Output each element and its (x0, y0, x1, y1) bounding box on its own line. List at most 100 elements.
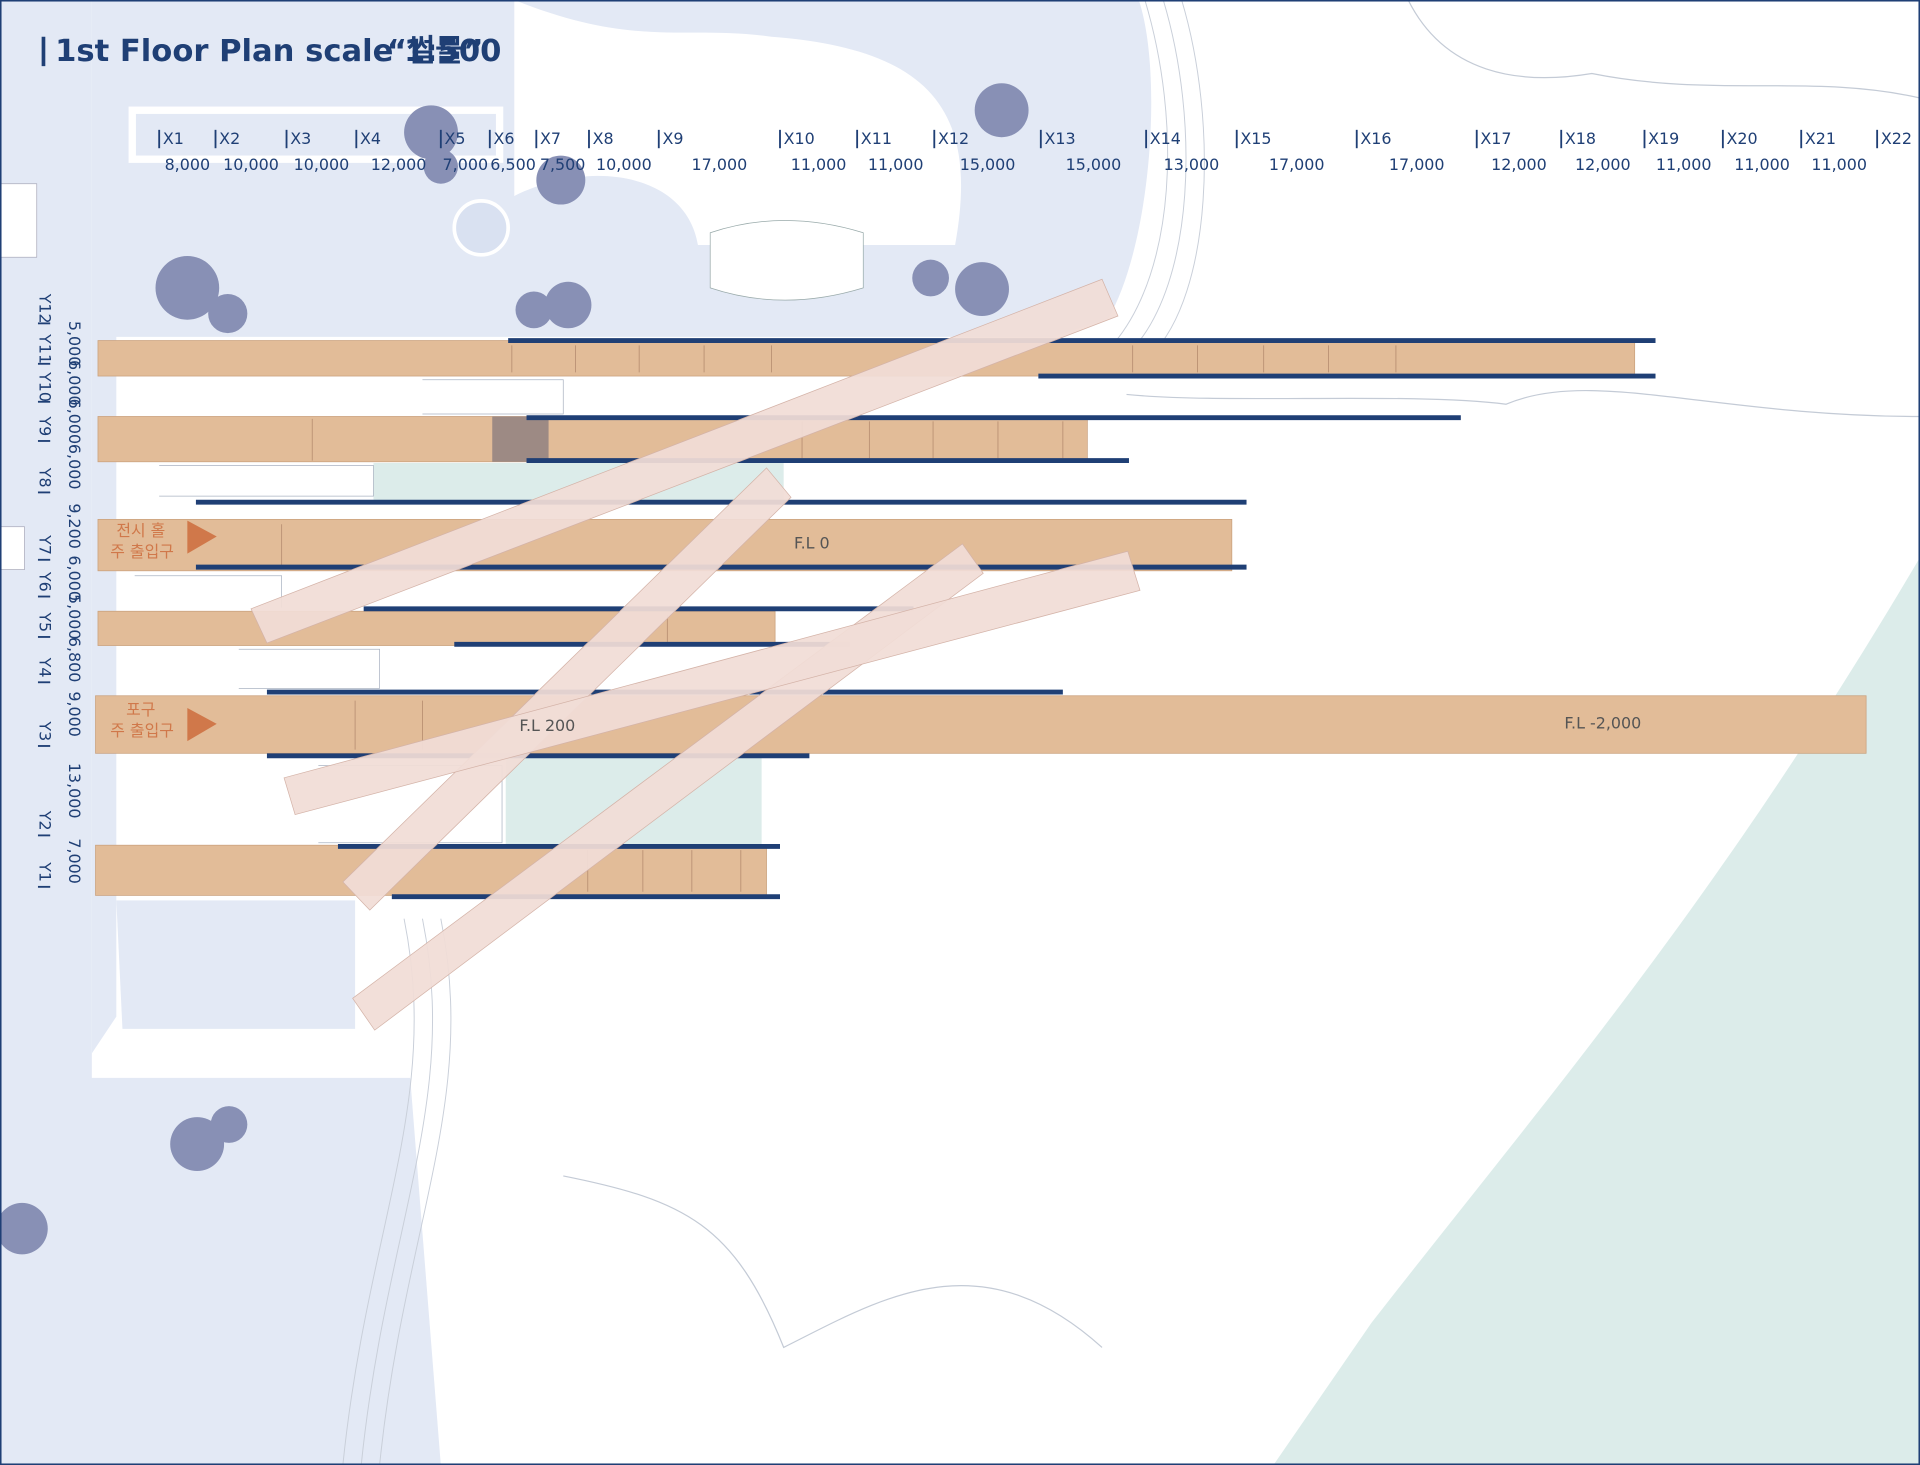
grid-dimension: 5,000 (65, 594, 84, 640)
ramp (134, 379, 564, 844)
bridge (283, 550, 1141, 816)
grid-label: X20 (1727, 129, 1758, 148)
grid-dimension: 12,000 (371, 155, 427, 174)
grid-label: X5 (444, 129, 465, 148)
slab (95, 844, 767, 896)
grid-label: Y2 (36, 810, 55, 831)
tree (544, 281, 592, 329)
grid-dimension: 12,000 (1491, 155, 1547, 174)
grid-label: X8 (593, 129, 614, 148)
entrance-arrow (187, 520, 217, 554)
title: 1st Floor Plan scale 1:500 (55, 34, 501, 69)
grid-dimension: 11,000 (1734, 155, 1790, 174)
title-bar (41, 36, 46, 67)
slab (95, 695, 1867, 754)
water (1273, 557, 1920, 1465)
grid-dimension: 10,000 (294, 155, 350, 174)
grid-label: X22 (1881, 129, 1912, 148)
grid-label: Y12 (36, 293, 55, 324)
grid-label: Y7 (36, 534, 55, 555)
tree (208, 293, 248, 334)
grid-dimension: 15,000 (1066, 155, 1122, 174)
grid-dimension: 11,000 (1811, 155, 1867, 174)
trees (0, 83, 1029, 1255)
grid-label: Y4 (36, 657, 55, 678)
grid-dimension: 11,000 (1656, 155, 1712, 174)
tree (210, 1106, 248, 1143)
grid-label: X16 (1360, 129, 1391, 148)
room-label: 전시 홀 (116, 521, 165, 540)
grid-label: X3 (290, 129, 311, 148)
grid-label: Y10 (36, 371, 55, 402)
grid-label: Y5 (36, 611, 55, 632)
tree (974, 83, 1029, 138)
grid-dimension: 9,000 (65, 691, 84, 737)
grid-dimension: 6,000 (65, 399, 84, 445)
grid-label: Y6 (36, 571, 55, 592)
tree (404, 105, 458, 160)
grid-label: X13 (1044, 129, 1075, 148)
grid-dimension: 13,000 (1164, 155, 1220, 174)
grid-label: X21 (1805, 129, 1836, 148)
grid-dimension: 11,000 (791, 155, 847, 174)
grid-label: Y9 (36, 415, 55, 436)
grid-label: Y1 (36, 861, 55, 882)
grid-label: X14 (1150, 129, 1181, 148)
grid-dimension: 9,200 (65, 503, 84, 549)
core (492, 416, 549, 462)
slab (97, 518, 1233, 572)
plaza-oval (709, 220, 864, 301)
grid-label: X17 (1480, 129, 1511, 148)
grid-label: X2 (219, 129, 240, 148)
building (0, 526, 25, 570)
room-label: 포구 (126, 700, 155, 719)
grid-dimension: 11,000 (868, 155, 924, 174)
entrance-arrow (187, 708, 217, 742)
grid-dimension: 6,800 (65, 637, 84, 683)
bridge (250, 278, 1119, 644)
level-label: F.L 0 (794, 533, 830, 552)
slab (97, 610, 776, 646)
grid-dimension: 5,000 (65, 321, 84, 367)
grid-label: X19 (1648, 129, 1679, 148)
grid-label: X11 (861, 129, 892, 148)
bridges (250, 278, 1141, 1031)
tree (423, 149, 458, 184)
room-sublabel: 주 출입구 (110, 721, 174, 740)
grid-dimension: 17,000 (1269, 155, 1325, 174)
tree (155, 256, 220, 320)
grid-dimension: 6,000 (65, 360, 84, 406)
building (0, 183, 38, 258)
grid-label: X15 (1240, 129, 1271, 148)
grid-dimension: 6,000 (65, 555, 84, 601)
grid-dimension: 7,000 (443, 155, 489, 174)
slabs (95, 340, 1867, 896)
grid-dimension: 7,000 (65, 838, 84, 884)
bridge (342, 467, 792, 911)
grid-label: X12 (938, 129, 969, 148)
grid-label: X10 (784, 129, 815, 148)
tree (515, 291, 553, 329)
contour (342, 0, 1205, 1465)
grid-dimension: 7,500 (540, 155, 586, 174)
stair (281, 345, 1397, 892)
tree (0, 1202, 48, 1255)
grid-label: X4 (360, 129, 381, 148)
grid-dimension: 10,000 (223, 155, 279, 174)
grid-label: Y3 (36, 720, 55, 741)
slab (97, 416, 1088, 463)
tree (170, 1117, 225, 1172)
level-label: F.L -2,000 (1564, 713, 1641, 732)
grid-dimension: 12,000 (1575, 155, 1631, 174)
grid-label: X18 (1565, 129, 1596, 148)
grid-dimension: 17,000 (692, 155, 748, 174)
roundabout (452, 199, 510, 257)
ramps (134, 379, 564, 844)
tree (955, 262, 1009, 317)
grid-label: Y11 (36, 333, 55, 364)
road (128, 106, 504, 163)
grid-label: X7 (540, 129, 561, 148)
grid-dimension: 10,000 (596, 155, 652, 174)
